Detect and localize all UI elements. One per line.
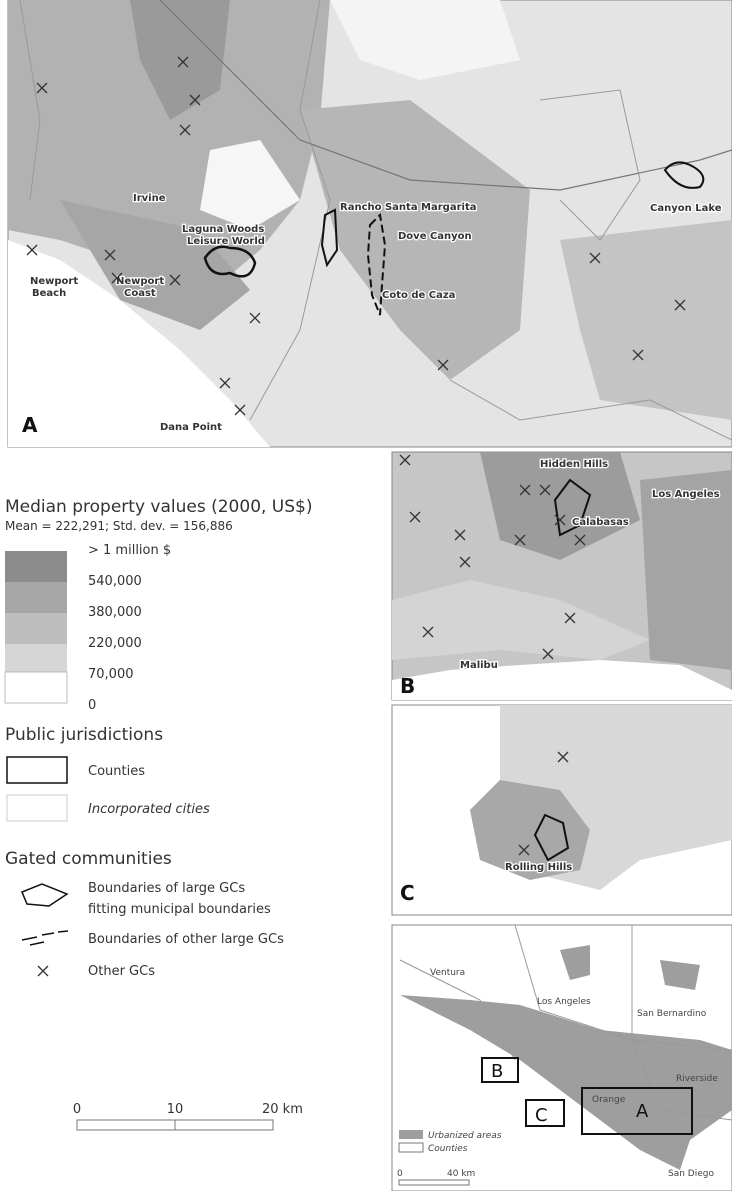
legend-title: Median property values (2000, US$) (5, 497, 313, 517)
legend-item: Counties (428, 1144, 468, 1154)
swatch (7, 795, 67, 821)
place-label: Dana Point (160, 422, 222, 433)
section-title: Public jurisdictions (5, 725, 163, 745)
class-label: 380,000 (88, 605, 142, 620)
panel-c: C Rolling Hills (392, 705, 732, 915)
class-label: 70,000 (88, 667, 134, 682)
panel-a: A Irvine Laguna Woods Leisure World Ranc… (8, 0, 732, 447)
scale-label: 20 km (262, 1102, 303, 1117)
swatch (399, 1143, 423, 1152)
place-label: Beach (32, 288, 66, 299)
legend-item: Other GCs (88, 964, 155, 979)
swatch (5, 672, 67, 703)
place-label: San Bernardino (637, 1009, 707, 1019)
class-label: 0 (88, 698, 96, 713)
panel-b: B Hidden Hills Los Angeles Calabasas Mal… (392, 452, 732, 700)
scale-label: 0 (397, 1169, 403, 1179)
place-label: Malibu (460, 660, 498, 671)
place-label: Calabasas (572, 517, 629, 528)
place-label: Dove Canyon (398, 231, 472, 242)
legend-item: Boundaries of other large GCs (88, 932, 284, 947)
panel-label: C (400, 881, 415, 905)
place-label: Canyon Lake (650, 203, 722, 214)
inset-map: A B C Ventura Los Angeles San Bernardino… (392, 925, 732, 1191)
swatch (5, 582, 67, 613)
legend-item: Urbanized areas (428, 1131, 502, 1141)
place-label: Los Angeles (652, 489, 720, 500)
panel-label: A (22, 413, 38, 437)
panel-label: B (400, 674, 415, 698)
place-label: Orange (592, 1095, 626, 1105)
place-label: Ventura (430, 968, 465, 978)
place-label: Laguna Woods (182, 224, 264, 235)
place-label: Los Angeles (537, 997, 591, 1007)
region (640, 470, 732, 670)
box-label: B (491, 1061, 503, 1082)
class-label: 220,000 (88, 636, 142, 651)
figure: A Irvine Laguna Woods Leisure World Ranc… (0, 0, 732, 1191)
scale-label: 10 (167, 1102, 184, 1117)
scale-label: 40 km (447, 1169, 475, 1179)
class-label: > 1 million $ (88, 543, 171, 558)
section-title: Gated communities (5, 849, 172, 869)
box-label: C (535, 1105, 548, 1126)
place-label: Rolling Hills (505, 862, 572, 873)
place-label: Newport (30, 276, 78, 287)
legend: Median property values (2000, US$) Mean … (5, 497, 313, 1130)
legend-item: Boundaries of large GCs (88, 881, 245, 896)
legend-item: fitting municipal boundaries (88, 902, 271, 917)
swatch (7, 757, 67, 783)
legend-symbol (38, 966, 48, 976)
class-label: 540,000 (88, 574, 142, 589)
legend-item: Incorporated cities (88, 802, 210, 817)
swatch (5, 644, 67, 672)
swatch (399, 1130, 423, 1139)
place-label: Newport (116, 276, 164, 287)
place-label: Coast (124, 288, 156, 299)
swatch (5, 613, 67, 644)
place-label: Irvine (133, 193, 166, 204)
box-label: A (636, 1101, 649, 1122)
legend-symbol (22, 884, 67, 906)
place-label: Leisure World (187, 236, 265, 247)
legend-stats: Mean = 222,291; Std. dev. = 156,886 (5, 519, 233, 533)
legend-item: Counties (88, 764, 145, 779)
swatch (5, 551, 67, 582)
place-label: Coto de Caza (382, 290, 455, 301)
place-label: Rancho Santa Margarita (340, 202, 476, 213)
scale-label: 0 (73, 1102, 81, 1117)
place-label: Hidden Hills (540, 459, 608, 470)
place-label: Riverside (676, 1074, 718, 1084)
legend-symbol (22, 931, 68, 945)
place-label: San Diego (668, 1169, 714, 1179)
